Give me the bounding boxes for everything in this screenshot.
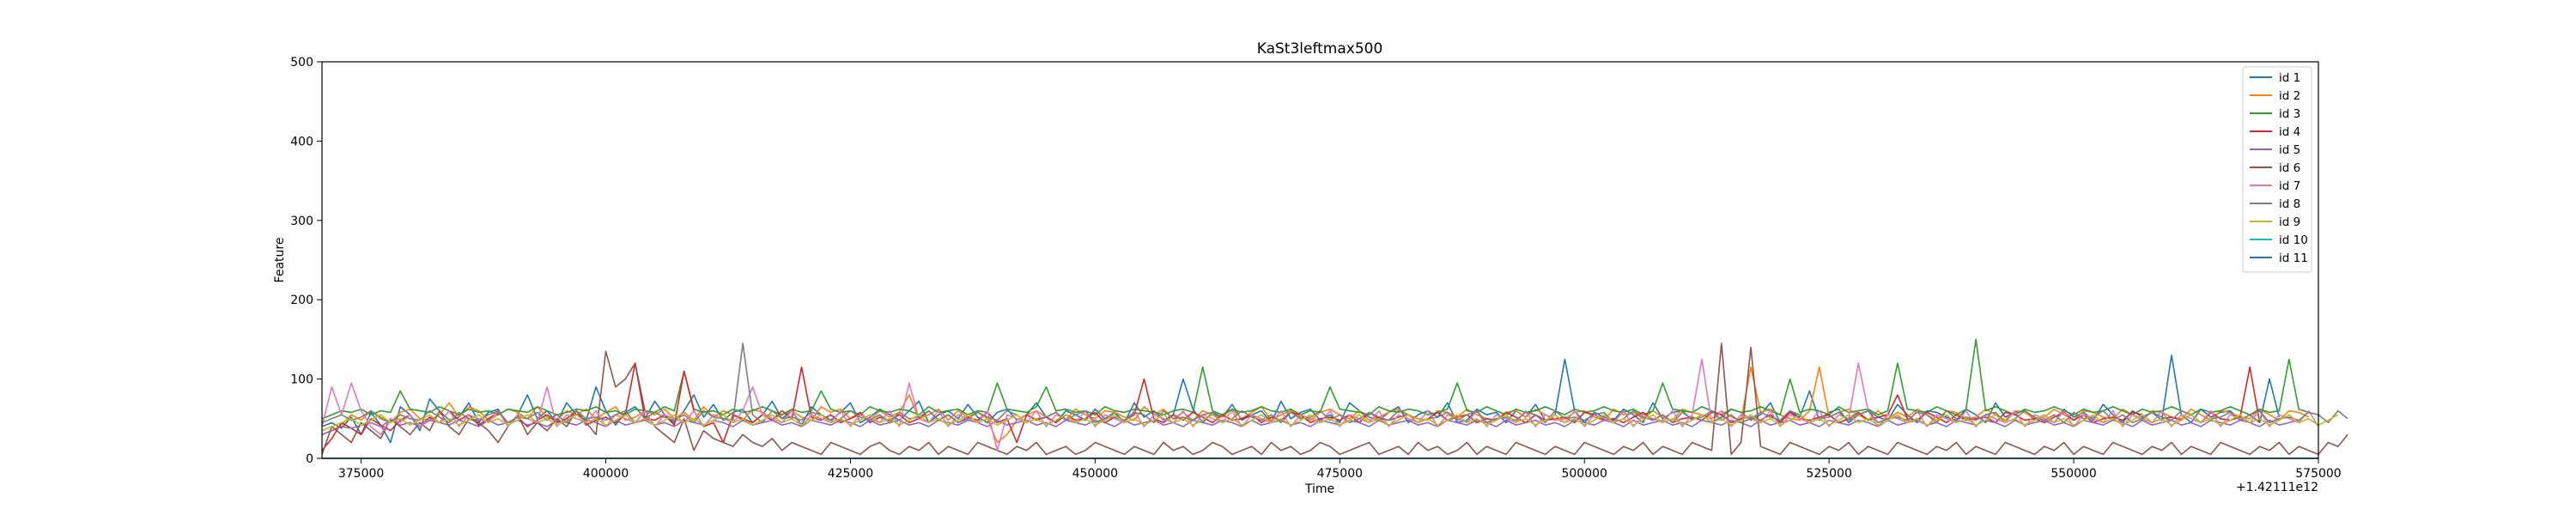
legend: id 1 id 2 id 3 id 4 id 5 id 6 id 7 id 8 id 9 id 1… bbox=[2242, 66, 2312, 273]
y-tick-label: 200 bbox=[290, 294, 313, 307]
legend-entry: id 1 bbox=[2279, 71, 2300, 85]
legend-entry: id 8 bbox=[2279, 197, 2300, 211]
legend-entry: id 11 bbox=[2279, 251, 2308, 265]
x-axis-title: Time bbox=[1304, 482, 1334, 496]
legend-entry: id 9 bbox=[2279, 215, 2300, 229]
chart-title: KaSt3leftmax500 bbox=[1257, 40, 1383, 58]
series-line-9 bbox=[321, 414, 2339, 432]
legend-entry: id 2 bbox=[2279, 89, 2300, 103]
y-tick-label: 100 bbox=[290, 373, 313, 387]
legend-entry: id 3 bbox=[2279, 107, 2300, 121]
plot-frame bbox=[321, 61, 2319, 459]
x-offset-text: +1.42111e12 bbox=[2236, 481, 2318, 494]
y-axis-title: Feature bbox=[273, 238, 287, 283]
legend-entry: id 5 bbox=[2279, 143, 2300, 157]
x-tick-label: 450000 bbox=[1072, 467, 1118, 481]
legend-entry: id 6 bbox=[2279, 161, 2300, 175]
x-axis: 375000 400000 425000 450000 475000 500000 5250… bbox=[338, 458, 2342, 481]
legend-entry: id 4 bbox=[2279, 125, 2300, 139]
series-line-6 bbox=[321, 342, 2348, 456]
y-tick-label: 400 bbox=[290, 135, 313, 148]
y-axis: 0 100 200 300 400 500 bbox=[290, 56, 322, 466]
y-tick-label: 500 bbox=[290, 56, 313, 70]
y-tick-label: 300 bbox=[290, 215, 313, 228]
series-line-3 bbox=[321, 338, 2309, 420]
legend-entry: id 7 bbox=[2279, 179, 2300, 193]
x-tick-label: 375000 bbox=[338, 467, 384, 481]
x-tick-label: 550000 bbox=[2050, 467, 2096, 481]
legend-entry: id 10 bbox=[2279, 233, 2308, 247]
x-tick-label: 525000 bbox=[1806, 467, 1851, 481]
x-tick-label: 475000 bbox=[1317, 467, 1363, 481]
x-tick-label: 500000 bbox=[1561, 467, 1607, 481]
y-tick-label: 0 bbox=[306, 452, 313, 466]
x-tick-label: 425000 bbox=[828, 467, 873, 481]
x-tick-label: 575000 bbox=[2295, 467, 2341, 481]
x-tick-label: 400000 bbox=[583, 467, 629, 481]
